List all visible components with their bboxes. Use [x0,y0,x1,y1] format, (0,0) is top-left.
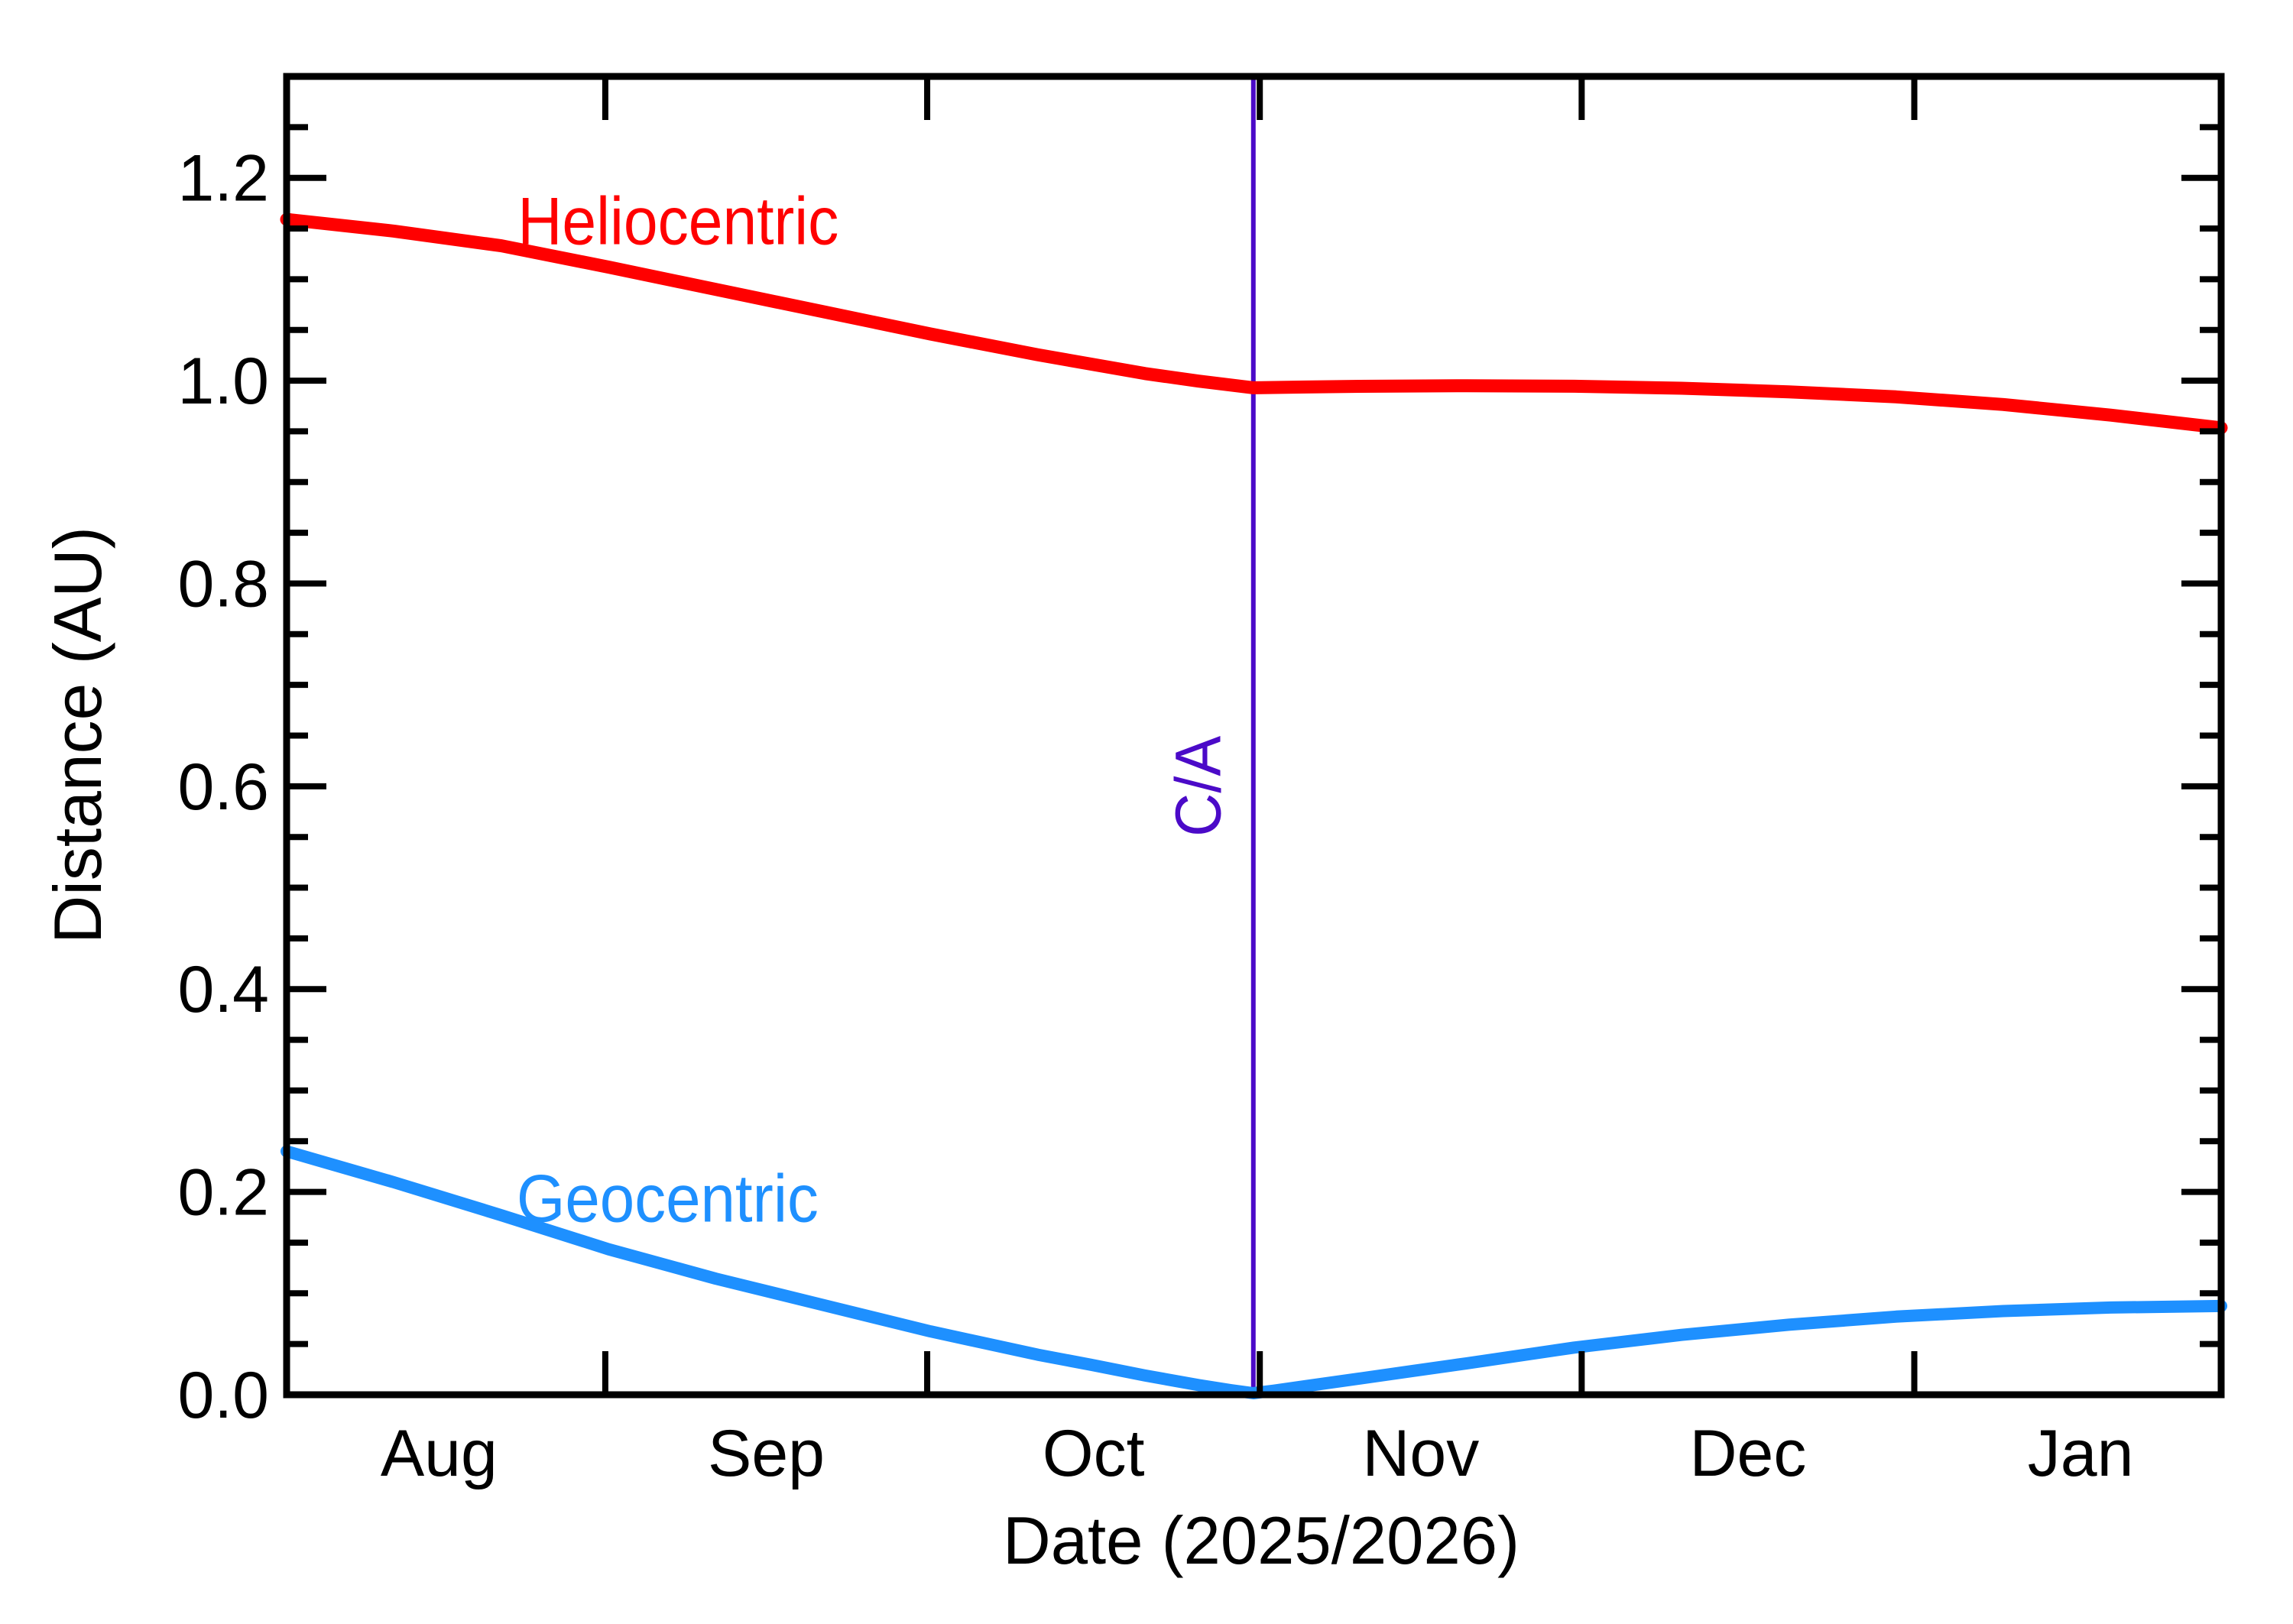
close-approach-line-group: C/A [1162,79,1256,1392]
y-tick-label: 0.4 [177,953,269,1026]
x-month-label: Sep [708,1417,825,1490]
y-tick-label: 0.2 [177,1156,269,1230]
x-month-label: Oct [1043,1417,1145,1490]
y-tick-label: 0.0 [177,1359,269,1432]
x-month-label: Aug [381,1417,498,1490]
series-label-geocentric: Geocentric [517,1161,819,1237]
axis-tick-labels-group: 0.0 0.2 0.4 0.6 0.8 1.0 1.2 Aug Sep Oct Nov Dec Jan [177,142,2133,1490]
plot-frame [283,73,2225,1399]
x-month-label: Jan [2028,1417,2134,1490]
y-axis-title: Distance (AU) [40,527,115,944]
y-tick-label: 1.2 [177,142,269,216]
y-tick-label: 0.8 [177,547,269,621]
series-line-heliocentric [280,212,2228,435]
series-labels-group: Heliocentric Geocentric [517,183,839,1236]
x-axis-title: Date (2025/2026) [1003,1502,1519,1578]
y-tick-label: 1.0 [177,345,269,418]
axis-ticks-group [287,76,2221,1395]
close-approach-label: C/A [1162,736,1234,837]
x-month-label: Nov [1362,1417,1479,1490]
y-tick-label: 0.6 [177,750,269,824]
series-label-heliocentric: Heliocentric [517,183,838,258]
x-month-label: Dec [1689,1417,1806,1490]
